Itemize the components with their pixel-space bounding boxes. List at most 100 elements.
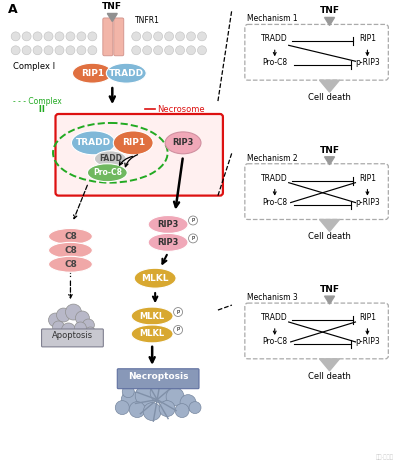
Circle shape	[86, 327, 96, 337]
Ellipse shape	[148, 215, 188, 233]
Ellipse shape	[106, 63, 146, 83]
Circle shape	[176, 46, 185, 55]
Polygon shape	[320, 219, 339, 232]
Circle shape	[74, 322, 86, 334]
Polygon shape	[320, 80, 339, 92]
Circle shape	[180, 395, 196, 411]
Circle shape	[187, 32, 195, 41]
Circle shape	[82, 319, 94, 331]
Circle shape	[55, 32, 64, 41]
Circle shape	[132, 46, 141, 55]
Text: Pro-C8: Pro-C8	[93, 168, 122, 177]
Text: p-RIP3: p-RIP3	[355, 198, 380, 206]
Text: Complex I: Complex I	[13, 62, 55, 71]
Circle shape	[88, 46, 97, 55]
Text: II: II	[13, 105, 45, 114]
Polygon shape	[324, 296, 335, 304]
Polygon shape	[320, 359, 339, 371]
Text: TRADD: TRADD	[261, 174, 288, 183]
Text: MLKL: MLKL	[140, 329, 165, 338]
Circle shape	[66, 32, 75, 41]
Circle shape	[159, 401, 175, 417]
Circle shape	[49, 313, 62, 327]
Ellipse shape	[134, 268, 176, 288]
Circle shape	[129, 402, 145, 418]
Circle shape	[132, 32, 141, 41]
Text: RIP1: RIP1	[122, 138, 145, 147]
Circle shape	[22, 46, 31, 55]
Circle shape	[57, 308, 70, 322]
Ellipse shape	[131, 325, 173, 343]
Ellipse shape	[165, 132, 201, 154]
Text: FADD: FADD	[99, 154, 122, 163]
Text: - - - Complex: - - - Complex	[13, 97, 61, 106]
Circle shape	[77, 46, 86, 55]
Circle shape	[174, 308, 183, 316]
Text: P: P	[176, 309, 180, 315]
Text: RIP3: RIP3	[158, 220, 179, 229]
Text: P: P	[191, 218, 195, 223]
Text: Cell death: Cell death	[308, 372, 351, 381]
Circle shape	[143, 46, 152, 55]
Text: p-RIP3: p-RIP3	[355, 337, 380, 346]
Circle shape	[166, 388, 184, 405]
Ellipse shape	[88, 164, 127, 182]
FancyBboxPatch shape	[245, 164, 388, 219]
FancyBboxPatch shape	[103, 18, 113, 56]
FancyBboxPatch shape	[41, 329, 103, 347]
Circle shape	[33, 46, 42, 55]
Circle shape	[61, 323, 76, 337]
Circle shape	[154, 46, 163, 55]
Text: Cell death: Cell death	[308, 233, 351, 241]
Text: P: P	[176, 328, 180, 332]
Polygon shape	[324, 17, 335, 26]
Text: Mechanism 2: Mechanism 2	[247, 154, 297, 163]
Text: RIP1: RIP1	[359, 174, 376, 183]
Text: Necroptosis: Necroptosis	[128, 372, 188, 381]
Circle shape	[135, 386, 155, 405]
Circle shape	[53, 321, 64, 333]
Circle shape	[176, 32, 185, 41]
Text: Mechanism 1: Mechanism 1	[247, 14, 297, 23]
FancyBboxPatch shape	[245, 24, 388, 80]
Circle shape	[187, 46, 195, 55]
Circle shape	[143, 32, 152, 41]
Polygon shape	[107, 14, 117, 21]
Text: Apoptosis: Apoptosis	[52, 331, 93, 340]
Text: C8: C8	[64, 246, 77, 255]
Text: C8: C8	[64, 260, 77, 269]
Ellipse shape	[72, 63, 112, 83]
Circle shape	[189, 402, 201, 413]
Circle shape	[22, 32, 31, 41]
Text: RIP1: RIP1	[359, 34, 376, 43]
Circle shape	[88, 32, 97, 41]
Text: TRADD: TRADD	[76, 138, 111, 147]
Text: A: A	[8, 3, 17, 16]
Text: TNF: TNF	[320, 146, 339, 155]
Circle shape	[66, 46, 75, 55]
Text: RIP1: RIP1	[81, 69, 104, 78]
Text: TRADD: TRADD	[261, 313, 288, 322]
Text: Mechanism 3: Mechanism 3	[247, 293, 298, 302]
Circle shape	[65, 304, 82, 320]
Text: TRADD: TRADD	[261, 34, 288, 43]
Text: MLKL: MLKL	[140, 312, 165, 321]
Text: Cell death: Cell death	[308, 93, 351, 102]
Circle shape	[77, 32, 86, 41]
Text: Pro-C8: Pro-C8	[262, 198, 287, 206]
Ellipse shape	[113, 131, 153, 155]
Circle shape	[174, 325, 183, 335]
Text: RIP3: RIP3	[158, 238, 179, 247]
Text: TNF: TNF	[102, 2, 122, 12]
FancyBboxPatch shape	[55, 114, 223, 196]
Circle shape	[11, 32, 20, 41]
FancyBboxPatch shape	[117, 369, 199, 389]
Circle shape	[122, 386, 134, 397]
Ellipse shape	[49, 242, 92, 258]
Circle shape	[55, 46, 64, 55]
Ellipse shape	[131, 307, 173, 325]
Text: P: P	[191, 236, 195, 241]
Text: Necrosome: Necrosome	[157, 105, 205, 114]
Ellipse shape	[148, 233, 188, 251]
Text: RIP3: RIP3	[172, 138, 194, 147]
